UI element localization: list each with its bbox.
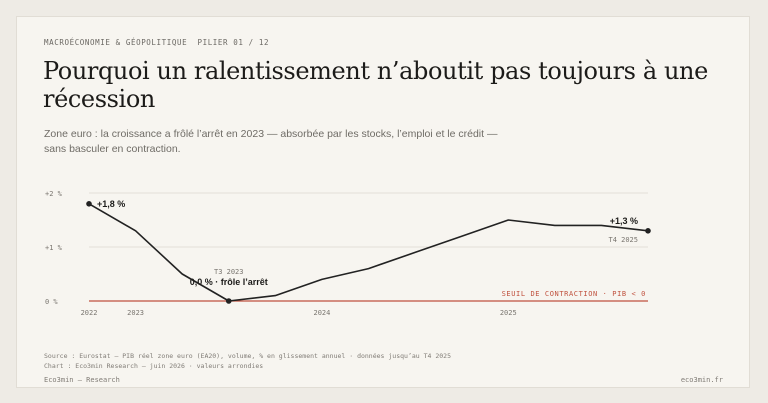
end-point	[645, 228, 651, 234]
subtitle-line-1: Zone euro : la croissance a frôlé l’arrê…	[44, 128, 498, 140]
chart-card: MACROÉCONOMIE & GÉOPOLITIQUE PILIER 01 /…	[16, 16, 750, 388]
kicker: MACROÉCONOMIE & GÉOPOLITIQUE PILIER 01 /…	[44, 38, 270, 47]
start-point	[86, 201, 92, 207]
threshold-label: SEUIL DE CONTRACTION · PIB < 0	[502, 290, 646, 298]
subtitle: Zone euro : la croissance a frôlé l’arrê…	[44, 127, 644, 157]
footer-brand: Eco3min — Research	[44, 376, 120, 384]
source-note: Source : Eurostat — PIB réel zone euro (…	[44, 351, 451, 371]
end-value-label: +1,3 %	[610, 216, 638, 226]
y-tick-label: +2 %	[45, 190, 63, 198]
series-line	[88, 203, 649, 302]
footer-url[interactable]: eco3min.fr	[680, 376, 723, 384]
line-chart: +2 % +1 % 0 % SEUIL DE CONTRACTION · PIB < …	[45, 190, 651, 317]
x-tick-label: 2024	[313, 309, 330, 317]
source-line: Source : Eurostat — PIB réel zone euro (…	[44, 352, 451, 360]
y-tick-label: 0 %	[45, 298, 58, 306]
end-period-label: T4 2025	[608, 236, 638, 244]
x-tick-label: 2022	[81, 309, 98, 317]
min-value-label: 0,0 % · frôle l’arrêt	[190, 277, 268, 287]
page-title: Pourquoi un ralentissement n’aboutit pas…	[43, 57, 708, 113]
start-value-label: +1,8 %	[97, 199, 125, 209]
x-tick-label: 2023	[127, 309, 144, 317]
subtitle-line-2: sans basculer en contraction.	[44, 143, 181, 155]
credit-line: Chart : Eco3min Research — juin 2026 · v…	[44, 362, 264, 370]
min-point	[225, 298, 232, 304]
x-tick-label: 2025	[500, 309, 517, 317]
min-period-label: T3 2023	[214, 268, 244, 276]
y-tick-label: +1 %	[45, 244, 63, 252]
